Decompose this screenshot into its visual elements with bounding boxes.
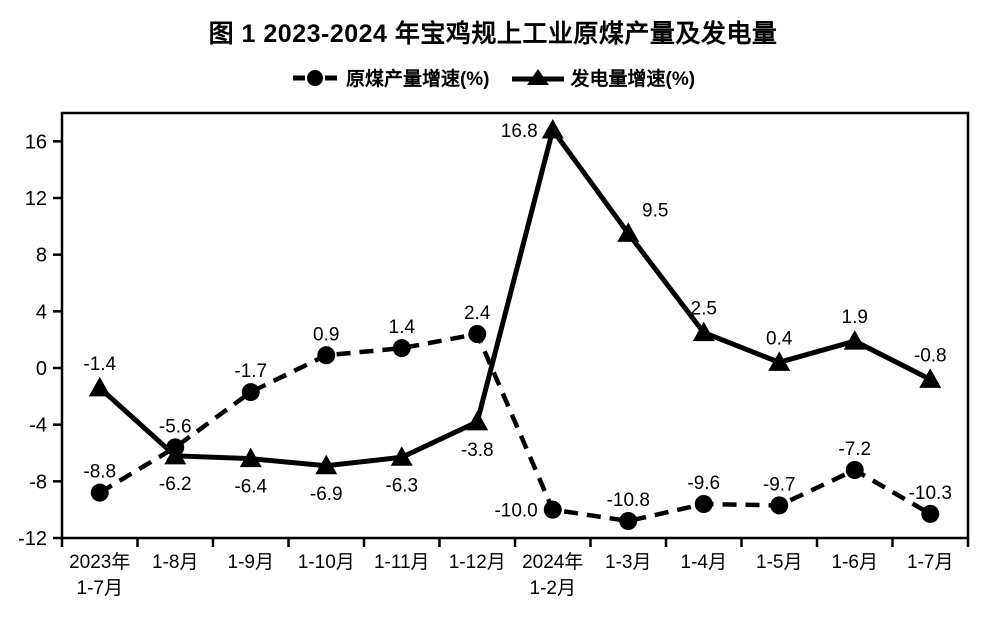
x-axis-tick-label: 1-5月: [756, 552, 802, 573]
x-axis-tick-label: 1-7月: [907, 552, 953, 573]
coal-data-point-marker: [468, 325, 487, 343]
x-axis-tick-label: 1-7月: [77, 578, 123, 599]
power-data-point-marker: [390, 446, 413, 466]
coal-data-point-marker: [694, 495, 713, 513]
plot-border: [60, 111, 970, 540]
data-label: -6.4: [234, 477, 267, 498]
data-label: -10.3: [909, 483, 952, 504]
data-label: -6.9: [310, 484, 343, 505]
x-axis-tick-label: 1-10月: [298, 552, 355, 573]
x-axis-tick-label: 2023年: [69, 551, 130, 573]
power-data-point-marker: [88, 376, 111, 397]
data-label: 0.9: [313, 324, 339, 345]
data-label: -3.8: [461, 440, 494, 461]
y-axis-tick-label: 12: [25, 188, 47, 210]
x-axis-tick-label: 1-3月: [605, 552, 651, 573]
coal-data-point-marker: [845, 461, 864, 479]
power-data-point-marker: [164, 444, 187, 465]
coal-data-point-marker: [392, 339, 411, 358]
data-label: 2.4: [464, 303, 491, 324]
power-data-point-marker: [692, 321, 715, 342]
data-label: -9.7: [763, 474, 796, 495]
coal-data-point-marker: [921, 504, 940, 523]
coal-data-point-marker: [770, 496, 789, 515]
x-axis-tick-label: 1-4月: [681, 552, 727, 573]
chart-title: 图 1 2023-2024 年宝鸡规上工业原煤产量及发电量: [208, 20, 778, 48]
power-series-line: [98, 124, 932, 469]
y-axis-tick-label: 8: [36, 245, 47, 267]
coal-data-point-marker: [619, 512, 638, 530]
x-axis-tick-label: 2024年: [522, 551, 583, 573]
data-label: -6.3: [385, 475, 418, 496]
legend-label-power: 发电量增速(%): [570, 69, 696, 90]
legend-item-coal: 原煤产量增速(%): [291, 64, 490, 91]
data-label: -6.2: [159, 474, 192, 495]
y-axis-tick-label: 0: [36, 358, 47, 380]
coal-data-point-marker: [90, 483, 109, 502]
power-data-point-marker: [919, 368, 942, 388]
power-data-point-marker: [541, 119, 564, 139]
data-label: -1.7: [234, 361, 267, 382]
data-label: -7.2: [838, 439, 871, 460]
x-axis-tick-label: 1-6月: [832, 552, 878, 573]
data-label: -10.0: [494, 501, 537, 522]
x-axis-tick-label: 1-2月: [530, 578, 576, 599]
data-label: 1.4: [389, 317, 416, 338]
y-axis-tick-label: 16: [25, 131, 47, 153]
power-data-point-marker: [239, 447, 262, 468]
data-label: 2.5: [691, 299, 717, 320]
coal-data-point-marker: [317, 346, 336, 365]
data-label: -8.8: [83, 462, 116, 483]
data-label: 0.4: [766, 328, 793, 349]
coal-data-point-marker: [543, 500, 562, 519]
y-axis-tick-label: 4: [36, 301, 47, 323]
legend: 原煤产量增速(%) 发电量增速(%): [0, 64, 986, 91]
power-data-point-marker: [768, 351, 791, 371]
data-label: -9.6: [687, 473, 720, 494]
x-axis-tick-label: 1-8月: [152, 552, 198, 573]
x-axis-tick-label: 1-9月: [228, 552, 274, 573]
data-label: -1.4: [83, 354, 116, 375]
data-label: -5.6: [159, 416, 192, 437]
data-label: 9.5: [642, 200, 668, 221]
power-data-point-marker: [315, 454, 338, 475]
power-data-point-marker: [466, 410, 489, 431]
y-axis-tick-label: -8: [29, 471, 47, 493]
legend-label-coal: 原煤产量增速(%): [345, 69, 490, 90]
coal-series-line: [98, 331, 932, 524]
power-data-point-marker: [617, 222, 640, 242]
solid-line-triangle-marker-icon: [511, 68, 564, 87]
coal-data-point-marker: [241, 383, 260, 402]
x-axis-tick-label: 1-12月: [449, 552, 506, 573]
x-axis-tick-label: 1-11月: [374, 552, 430, 573]
power-data-point-marker: [843, 330, 866, 350]
legend-item-power: 发电量增速(%): [511, 64, 696, 91]
dashed-line-circle-marker-icon: [291, 69, 339, 87]
y-axis-tick-label: -12: [18, 528, 47, 550]
data-label: -10.8: [607, 490, 650, 511]
data-label: -0.8: [914, 345, 947, 366]
data-label: 1.9: [842, 307, 868, 328]
y-axis-tick-label: -4: [29, 415, 47, 437]
data-label: 16.8: [501, 121, 538, 142]
